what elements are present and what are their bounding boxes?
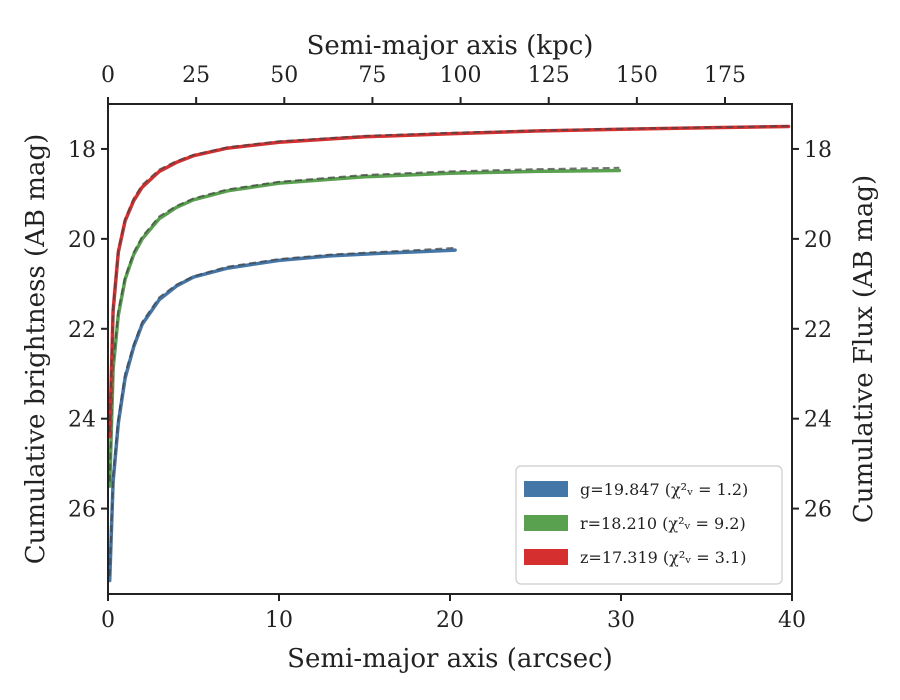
top-x-tick-label: 175 bbox=[704, 63, 746, 88]
model-line-g bbox=[108, 246, 456, 577]
top-x-tick-label: 75 bbox=[358, 63, 386, 88]
top-x-tick-label: 100 bbox=[440, 63, 482, 88]
x-tick-label: 40 bbox=[778, 608, 806, 633]
legend-label-g: g=19.847 (χ²ᵥ = 1.2) bbox=[580, 480, 748, 499]
legend: g=19.847 (χ²ᵥ = 1.2) r=18.210 (χ²ᵥ = 9.2)… bbox=[515, 465, 783, 585]
model-line-z bbox=[108, 125, 789, 433]
legend-label-r: r=18.210 (χ²ᵥ = 9.2) bbox=[580, 514, 746, 533]
x-axis-title: Semi-major axis (arcsec) bbox=[287, 644, 613, 674]
legend-label-z: z=17.319 (χ²ᵥ = 3.1) bbox=[580, 548, 746, 567]
right-y-axis-title: Cumulative Flux (AB mag) bbox=[849, 175, 879, 523]
series-line-g bbox=[107, 248, 457, 583]
model-line-r bbox=[108, 166, 620, 482]
right-y-tick-label: 20 bbox=[804, 228, 832, 253]
top-x-tick-label: 150 bbox=[616, 63, 658, 88]
legend-swatch-g bbox=[524, 481, 568, 497]
legend-swatch-z bbox=[524, 549, 568, 565]
y-tick-label: 20 bbox=[68, 228, 96, 253]
y-tick-label: 26 bbox=[68, 498, 96, 523]
y-tick-label: 18 bbox=[68, 138, 96, 163]
top-x-axis-title: Semi-major axis (kpc) bbox=[307, 31, 594, 61]
ticks-layer: 0 10 20 30 40 0 25 50 75 100 125 150 175 18 18 20 20 22 22… bbox=[68, 63, 832, 633]
y-tick-label: 24 bbox=[68, 408, 96, 433]
x-tick-label: 20 bbox=[436, 608, 464, 633]
right-y-tick-label: 18 bbox=[804, 138, 832, 163]
legend-swatch-r bbox=[524, 515, 568, 531]
curves-layer bbox=[107, 124, 791, 583]
y-tick-label: 22 bbox=[68, 318, 96, 343]
series-line-r bbox=[107, 168, 622, 488]
x-tick-label: 0 bbox=[101, 608, 115, 633]
right-y-tick-label: 26 bbox=[804, 498, 832, 523]
top-x-tick-label: 0 bbox=[101, 63, 115, 88]
top-x-tick-label: 125 bbox=[528, 63, 570, 88]
legend-box bbox=[515, 465, 783, 585]
right-y-tick-label: 22 bbox=[804, 318, 832, 343]
x-tick-label: 10 bbox=[265, 608, 293, 633]
right-y-tick-label: 24 bbox=[804, 408, 832, 433]
x-tick-label: 30 bbox=[607, 608, 635, 633]
top-x-tick-label: 50 bbox=[270, 63, 298, 88]
y-axis-title: Cumulative brightness (AB mag) bbox=[21, 134, 51, 565]
top-x-tick-label: 25 bbox=[182, 63, 210, 88]
